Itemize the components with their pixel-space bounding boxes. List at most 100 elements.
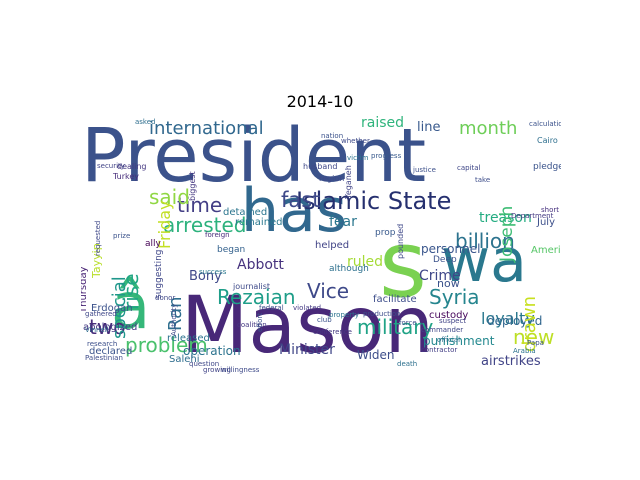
cloud-word: Cairo: [537, 136, 558, 145]
cloud-word: punishment: [423, 334, 495, 348]
cloud-word: commander: [421, 326, 464, 334]
cloud-word: question: [189, 360, 220, 368]
cloud-word: facilitate: [373, 294, 417, 305]
cloud-word: Widen: [357, 348, 395, 362]
cloud-word: violated: [293, 304, 322, 312]
cloud-word: death: [397, 360, 418, 368]
cloud-word: personnel: [421, 242, 481, 256]
cloud-word: now: [437, 277, 460, 290]
cloud-word: began: [217, 245, 246, 255]
cloud-word: whether: [341, 137, 370, 145]
cloud-word: contractor: [421, 346, 458, 354]
cloud-word: raised: [361, 115, 405, 131]
cloud-word: fast: [281, 188, 321, 212]
cloud-word: Mason: [181, 281, 434, 371]
cloud-word: two: [89, 315, 126, 339]
cloud-word: success: [199, 268, 227, 276]
cloud-word: property: [329, 311, 359, 319]
cloud-word: progress: [371, 152, 402, 160]
cloud-word: pounded: [396, 223, 405, 259]
cloud-word: apologized: [83, 322, 138, 333]
cloud-word: July: [537, 217, 555, 228]
cloud-word: dealing: [117, 162, 147, 171]
cloud-word: Rezaian: [217, 285, 296, 309]
cloud-word: suspect: [439, 317, 467, 325]
cloud-word: suggesting: [154, 249, 164, 300]
cloud-word: billion: [455, 229, 515, 253]
cloud-word: pledge: [533, 162, 561, 172]
cloud-word: victim: [347, 154, 369, 162]
cloud-word: ruled: [347, 254, 384, 270]
cloud-word: Papa: [527, 339, 544, 347]
cloud-word: Bony: [189, 269, 222, 284]
cloud-word: custody: [429, 310, 469, 321]
cloud-word: growing: [203, 366, 231, 374]
cloud-word: line: [417, 120, 441, 135]
cloud-word: month: [459, 118, 518, 139]
cloud-word: wa: [441, 226, 527, 296]
cloud-word: justice: [413, 166, 436, 174]
cloud-word: calculation: [529, 120, 561, 128]
cloud-word: official: [437, 336, 461, 344]
cloud-word: although: [329, 264, 369, 274]
cloud-word: requested: [94, 220, 102, 256]
cloud-word: husband: [303, 162, 338, 171]
cloud-word: Crime: [419, 268, 461, 284]
cloud-word: fear: [329, 214, 357, 230]
cloud-word: Abbott: [237, 257, 284, 273]
cloud-word: security: [97, 162, 125, 170]
cloud-word: research: [87, 340, 118, 348]
cloud-word: Vice: [307, 279, 350, 303]
cloud-word: detained: [223, 207, 268, 218]
cloud-word: Yeganeh: [344, 165, 353, 199]
cloud-word: released: [167, 333, 210, 344]
cloud-word: effort: [256, 312, 264, 332]
cloud-word: deployed: [487, 314, 543, 328]
cloud-word: Syria: [429, 285, 480, 309]
cloud-word: Salehi: [169, 354, 200, 365]
figure-title: 2014-10: [286, 92, 354, 111]
cloud-word: treason: [479, 210, 532, 226]
cloud-word: Erdogan: [91, 303, 133, 314]
cloud-word: President: [81, 115, 427, 199]
cloud-word: region: [319, 174, 345, 183]
cloud-word: arrested: [163, 213, 247, 237]
cloud-word: Minister: [279, 342, 335, 358]
cloud-word: said: [149, 185, 190, 209]
cloud-word: coalition: [237, 321, 267, 329]
cloud-word: Islamic State: [296, 187, 452, 215]
cloud-word: Department: [511, 212, 554, 220]
cloud-word: foreign: [205, 231, 230, 239]
cloud-word: Arabia: [513, 347, 536, 355]
cloud-word: problem: [125, 333, 208, 357]
cloud-word: biggest: [188, 171, 197, 201]
cloud-word: Palestinian: [85, 354, 123, 362]
cloud-word: club: [317, 316, 332, 324]
cloud-word: prop: [375, 228, 396, 238]
cloud-word: Deep: [433, 255, 457, 265]
cloud-word: force: [399, 319, 417, 327]
cloud-word: production: [363, 310, 401, 318]
cloud-word: donor: [155, 294, 176, 302]
cloud-word: military: [357, 315, 434, 339]
cloud-word: â: [111, 270, 151, 344]
cloud-word: operation: [183, 344, 241, 358]
cloud-word: declared: [89, 346, 133, 357]
cloud-word: Vinnell: [85, 326, 109, 334]
cloud-word: journalist: [233, 282, 271, 291]
cloud-word: has: [241, 176, 348, 246]
cloud-word: short: [541, 206, 559, 214]
cloud-word: American: [531, 245, 561, 256]
cloud-word: airstrikes: [481, 354, 541, 369]
cloud-word: Authority: [170, 303, 178, 336]
word-cloud: President has s wa â Mason Islamic State intern…: [81, 115, 561, 379]
cloud-word: Turkey: [113, 172, 140, 181]
cloud-word: capital: [457, 164, 481, 172]
cloud-word: time: [177, 193, 223, 217]
cloud-word: nation: [321, 132, 344, 140]
cloud-word: take: [475, 176, 491, 184]
cloud-word: conference: [313, 328, 352, 336]
cloud-word: new: [513, 325, 555, 349]
cloud-word: ally: [145, 239, 161, 249]
cloud-word: loyalty: [481, 309, 535, 328]
